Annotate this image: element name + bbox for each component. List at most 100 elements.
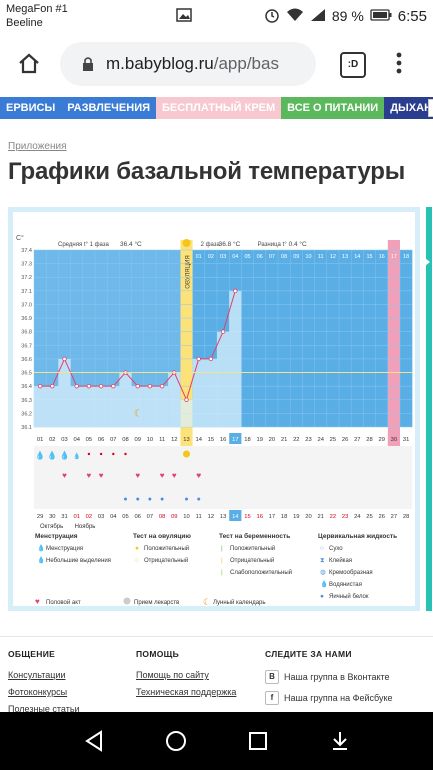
legend-icon: ○ [320,545,324,552]
address-bar[interactable]: m.babyblog.ru/app/bas [60,42,316,86]
nav-item[interactable]: ВСЕ О ПИТАНИИ [281,97,385,119]
diff-value: 0.4 °C [289,240,307,248]
nav-item[interactable]: РАЗВЛЕЧЕНИЯ [61,97,157,119]
pill-icon [123,597,131,605]
temp-bar [204,358,217,427]
legend-item: Кремообразная [329,570,373,576]
cycle-day-label: 21 [281,437,287,443]
calendar-day-label: 24 [354,514,361,520]
ovulation-test-positive-icon [183,450,190,458]
temperature-point[interactable] [62,356,67,362]
temperature-point[interactable] [196,356,201,362]
calendar-day-label: 13 [220,514,226,520]
heart-icon: ♥ [135,471,140,480]
footer-col-help: ПОМОЩЬ Помощь по сайту Техническая подде… [136,649,236,704]
bbt-chart[interactable]: ОВУЛЯЦИЯ 37.4 37.3 37.2 37.1 37.0 36.9 36.8 36.7… [13,212,415,607]
cycle-day-label: 01 [37,437,43,443]
breadcrumb[interactable]: Приложения [8,141,67,152]
temperature-point[interactable] [159,383,165,389]
nav-item[interactable]: ЕРВИСЫ [0,97,62,119]
cycle-day-label: 03 [61,437,67,443]
home-circle-icon[interactable] [165,730,187,757]
nav-item[interactable]: БЕСПЛАТНЫЙ КРЕМ [156,97,282,119]
temperature-point[interactable] [147,383,153,389]
heart-icon: ♥ [87,471,92,480]
temp-bar [217,331,230,427]
temp-bar [168,372,181,427]
cycle-day-label: 15 [208,437,214,443]
temperature-point[interactable] [233,288,238,294]
notifications-pull-icon[interactable] [330,730,350,757]
footer-link[interactable]: Техническая поддержка [136,687,237,697]
temperature-point[interactable] [135,383,140,389]
cycle-day-label: 04 [73,437,80,443]
home-icon[interactable] [17,52,41,81]
temp-bar [131,386,144,427]
cycle-day-label: 05 [86,437,92,443]
cycle-day-label: 12 [171,437,177,443]
spotting-dot-icon [87,452,91,456]
nav-item[interactable]: ДЫХАНИЕ [384,97,433,119]
calendar-day-label: 18 [281,514,287,520]
calendar-day-label: 26 [378,514,384,520]
temperature-point[interactable] [208,356,214,362]
recents-icon[interactable] [248,731,268,756]
spotting-dot-icon [99,452,103,456]
temperature-point[interactable] [50,383,55,389]
legend-heading: Менструация [35,533,78,540]
calendar-day-label: 20 [305,514,311,520]
android-nav-bar [0,712,433,770]
legend-item: Отрицательный [144,557,188,564]
calendar-day-label: 31 [61,514,67,520]
legend-item: Небольшие выделения [46,558,111,564]
temperature-point[interactable] [74,383,79,389]
back-icon[interactable] [84,730,104,757]
footer-link[interactable]: Консультации [8,670,66,680]
legend-icon: ● [135,545,139,552]
footer-link[interactable]: Помощь по сайту [136,670,209,680]
footer-heading: ОБЩЕНИЕ [8,649,56,659]
browser-toolbar: m.babyblog.ru/app/bas :D [0,34,433,94]
y-tick-label: 36.2 [21,411,32,417]
temperature-point[interactable] [184,397,189,402]
ovulation-label: ОВУЛЯЦИЯ [186,255,192,288]
calendar-day-label: 09 [171,514,177,520]
tabs-button[interactable]: :D [340,52,366,78]
cervical-fluid-icon: ● [184,496,188,503]
vk-link[interactable]: В Наша группа в Вконтакте [265,670,393,684]
footer-link[interactable]: Наша группа на Фейсбуке [284,693,393,703]
temperature-point[interactable] [37,383,43,389]
footer-link[interactable]: Полезные статьи [8,704,80,714]
y-tick-label: 36.4 [21,384,32,390]
temperature-point[interactable] [111,383,116,389]
footer-link[interactable]: Фотоконкурсы [8,687,68,697]
cervical-fluid-icon: ● [197,496,201,503]
temp-bar [70,386,83,427]
clock-time: 6:55 [397,7,427,25]
chevron-right-icon[interactable] [424,254,432,272]
temperature-point[interactable] [220,329,226,334]
menstruation-drop-icon: 💧 [60,450,70,460]
calendar-day-label: 21 [317,514,323,520]
fb-link[interactable]: f Наша группа на Фейсбуке [265,691,393,705]
signal-icon [310,8,326,25]
footer-link[interactable]: Наша группа в Вконтакте [284,672,390,682]
phase2-day-label: 13 [342,254,348,260]
phase2-day-label: 17 [391,254,397,260]
temp-bar [95,386,108,427]
calendar-day-label: 08 [159,514,165,520]
temperature-point[interactable] [86,383,92,389]
legend-item: Прием лекарств [134,600,179,606]
temp-bar [143,386,156,427]
menu-icon[interactable] [396,51,402,80]
legend-item: Клейкая [329,557,352,564]
temperature-point[interactable] [98,383,104,389]
cycle-end-column [387,240,400,447]
site-footer: ОБЩЕНИЕ Консультации Фотоконкурсы Полезн… [0,636,433,727]
moon-icon: ☾ [203,597,211,606]
cycle-day-label: 14 [195,437,202,443]
legend-icon: ◍ [320,569,326,576]
y-tick-label: 36.7 [21,343,32,349]
nav-overflow-box[interactable] [428,99,433,117]
heart-icon: ♥ [172,471,177,480]
